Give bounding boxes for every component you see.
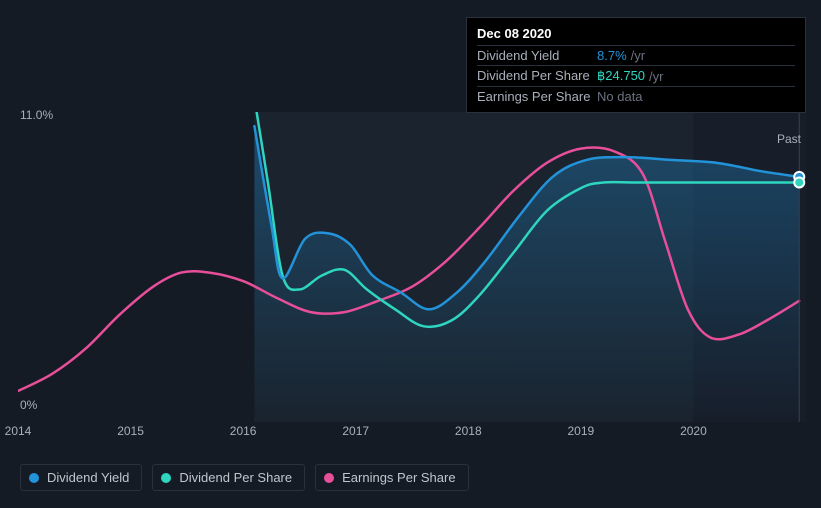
tooltip-row-label: Dividend Yield bbox=[477, 48, 597, 63]
chart-legend: Dividend Yield Dividend Per Share Earnin… bbox=[20, 464, 469, 491]
legend-item-dividend-per-share[interactable]: Dividend Per Share bbox=[152, 464, 305, 491]
x-tick: 2019 bbox=[567, 424, 594, 438]
x-tick: 2016 bbox=[230, 424, 257, 438]
tooltip-row-value: ฿24.750 /yr bbox=[597, 68, 664, 84]
legend-item-dividend-yield[interactable]: Dividend Yield bbox=[20, 464, 142, 491]
tooltip-date: Dec 08 2020 bbox=[477, 24, 795, 45]
legend-label: Earnings Per Share bbox=[342, 470, 455, 485]
chart-svg[interactable] bbox=[18, 112, 806, 422]
past-label: Past bbox=[777, 132, 801, 146]
legend-item-earnings-per-share[interactable]: Earnings Per Share bbox=[315, 464, 468, 491]
tooltip-row-label: Earnings Per Share bbox=[477, 89, 597, 104]
tooltip-row: Earnings Per Share No data bbox=[477, 86, 795, 106]
tooltip-row-label: Dividend Per Share bbox=[477, 68, 597, 84]
tooltip-row: Dividend Yield 8.7% /yr bbox=[477, 45, 795, 65]
tooltip-row-value: No data bbox=[597, 89, 643, 104]
x-axis: 2014 2015 2016 2017 2018 2019 2020 bbox=[18, 424, 806, 442]
x-tick: 2018 bbox=[455, 424, 482, 438]
legend-swatch bbox=[29, 473, 39, 483]
x-tick: 2017 bbox=[342, 424, 369, 438]
x-tick: 2014 bbox=[5, 424, 32, 438]
legend-swatch bbox=[161, 473, 171, 483]
x-tick: 2015 bbox=[117, 424, 144, 438]
dividend-per-share-marker-inner bbox=[795, 178, 803, 186]
tooltip-row-value: 8.7% /yr bbox=[597, 48, 645, 63]
legend-label: Dividend Yield bbox=[47, 470, 129, 485]
tooltip-row: Dividend Per Share ฿24.750 /yr bbox=[477, 65, 795, 86]
chart-area: 11.0% 0% bbox=[18, 108, 806, 422]
x-tick: 2020 bbox=[680, 424, 707, 438]
legend-swatch bbox=[324, 473, 334, 483]
chart-tooltip: Dec 08 2020 Dividend Yield 8.7% /yr Divi… bbox=[466, 17, 806, 113]
legend-label: Dividend Per Share bbox=[179, 470, 292, 485]
